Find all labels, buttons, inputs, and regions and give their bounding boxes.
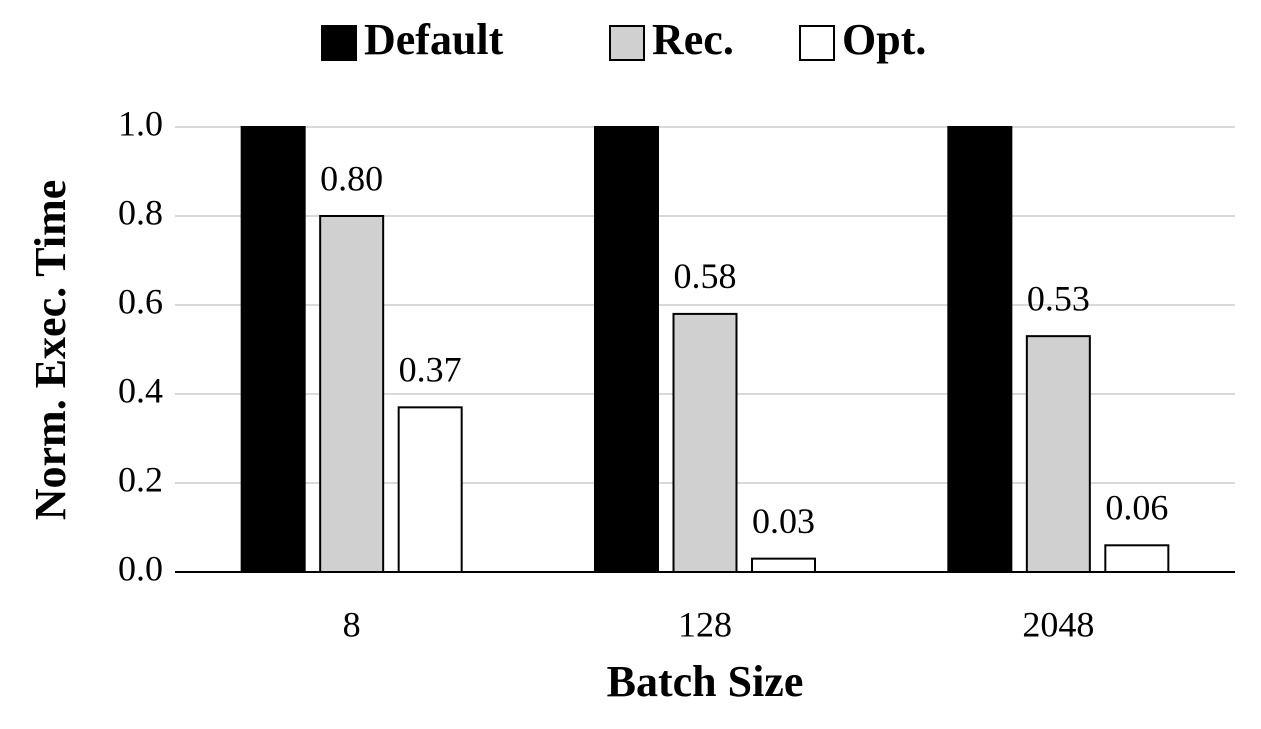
y-tick-label: 0.6 [118, 281, 163, 321]
bar [672, 312, 738, 573]
legend-label: Opt. [842, 15, 926, 64]
y-tick-label: 1.0 [118, 103, 163, 143]
legend-label: Rec. [652, 15, 734, 64]
bar [1104, 544, 1170, 573]
data-label: 0.37 [399, 350, 462, 390]
data-label: 0.03 [752, 501, 815, 541]
x-tick-label: 8 [343, 604, 361, 644]
legend-swatch [321, 25, 357, 61]
bar [319, 215, 385, 573]
x-axis-title: Batch Size [607, 657, 804, 706]
bar [751, 557, 816, 574]
y-tick-label: 0.2 [118, 459, 163, 499]
bar [947, 126, 1013, 573]
data-label: 0.06 [1105, 488, 1168, 528]
data-label: 0.58 [674, 256, 737, 296]
legend-label: Default [364, 15, 504, 64]
data-label: 0.53 [1027, 278, 1090, 318]
bar [594, 126, 659, 573]
bar [397, 406, 463, 573]
y-tick-label: 0.8 [118, 192, 163, 232]
y-axis-title: Norm. Exec. Time [26, 180, 75, 521]
bar [1025, 335, 1091, 573]
bar [240, 126, 306, 573]
y-tick-label: 0.4 [118, 370, 163, 410]
legend-swatch [799, 25, 835, 61]
x-tick-label: 2048 [1022, 604, 1094, 644]
data-label: 0.80 [320, 158, 383, 198]
legend-swatch [609, 25, 645, 61]
x-tick-label: 128 [678, 604, 732, 644]
y-tick-label: 0.0 [118, 548, 163, 588]
